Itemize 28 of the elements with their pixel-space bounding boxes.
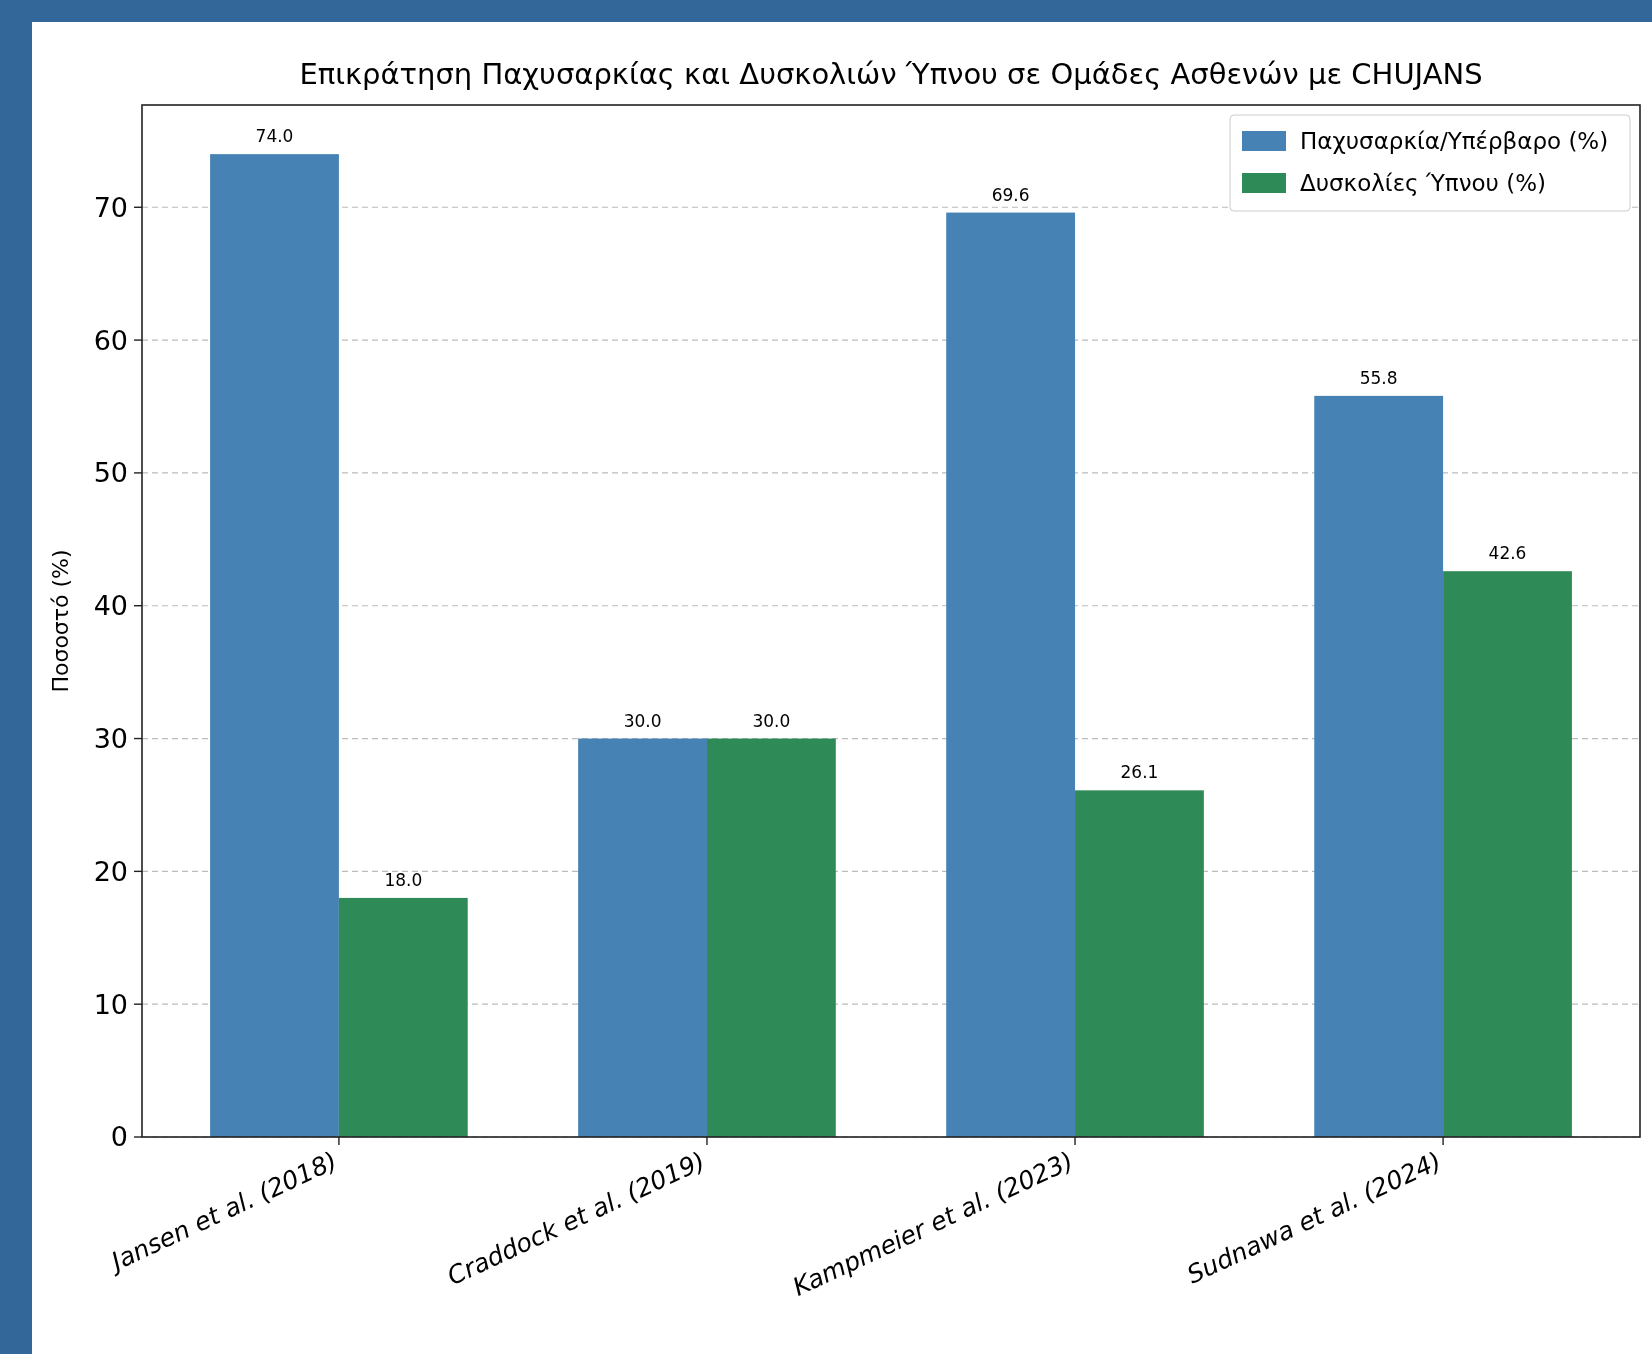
bar — [338, 897, 468, 1137]
y-tick-label: 30 — [93, 722, 128, 754]
y-tick-label: 70 — [93, 191, 128, 223]
bar — [706, 738, 836, 1137]
data-label: 26.1 — [1120, 762, 1159, 783]
data-label: 55.8 — [1359, 367, 1398, 388]
legend-label: Δυσκολίες Ύπνου (%) — [1300, 170, 1547, 197]
bar — [210, 154, 339, 1137]
y-tick-label: 0 — [110, 1121, 128, 1153]
data-label: 42.6 — [1488, 543, 1527, 564]
y-tick-label: 50 — [93, 457, 128, 489]
y-tick-label: 20 — [93, 855, 128, 887]
y-axis-title: Ποσοστό (%) — [48, 549, 73, 693]
data-label: 18.0 — [384, 869, 423, 890]
y-tick-label: 40 — [93, 590, 128, 622]
bar — [1075, 790, 1204, 1137]
bar — [1314, 395, 1444, 1137]
data-label: 30.0 — [623, 710, 662, 731]
bar — [578, 738, 707, 1137]
bar — [946, 212, 1076, 1137]
data-label: 69.6 — [991, 184, 1030, 205]
bar — [1443, 571, 1572, 1137]
chart-title: Επικράτηση Παχυσαρκίας και Δυσκολιών Ύπνου σε Ομάδες Ασθενών με CHUJANS — [299, 57, 1483, 91]
y-tick-label: 10 — [93, 988, 128, 1020]
data-label: 74.0 — [255, 126, 294, 147]
y-tick-label: 60 — [93, 324, 128, 356]
legend-label: Παχυσαρκία/Υπέρβαρο (%) — [1300, 128, 1609, 155]
data-label: 30.0 — [752, 710, 791, 731]
